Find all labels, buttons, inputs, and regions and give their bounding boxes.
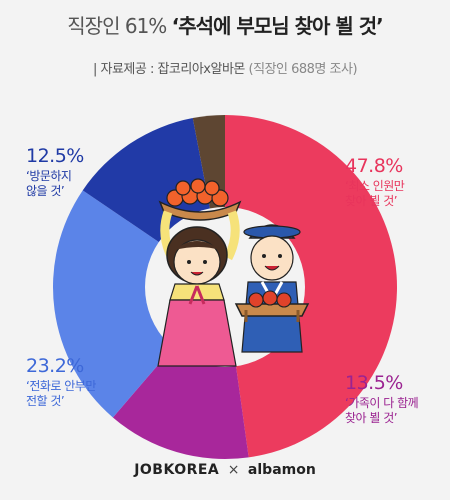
woman-eye (203, 260, 207, 264)
persimmon (262, 290, 278, 306)
slice-percent: 23.2% (26, 355, 84, 377)
title-quote: ‘추석에 부모님 찾아 뵐 것’ (171, 14, 384, 38)
source-line: | 자료제공 : 잡코리아x알바몬 (직장인 688명 조사) (0, 58, 450, 77)
logo-separator: × (227, 462, 240, 478)
woman-bangs (174, 241, 220, 250)
slice-description: ‘최소 인원만 찾아 뵐 것’ (345, 179, 405, 209)
woman-mouth (190, 271, 204, 276)
label-13-5: 13.5% ‘가족이 다 함께 찾아 뵐 것’ (345, 372, 419, 426)
slice-description: ‘가족이 다 함께 찾아 뵐 것’ (345, 396, 419, 426)
jobkorea-logo: JOBKOREA (134, 462, 220, 478)
slice-percent: 47.8% (345, 155, 403, 177)
illustration-couple (157, 178, 310, 367)
woman-ribbon (188, 285, 206, 305)
slice-desc-line: ‘가족이 다 함께 (345, 396, 419, 410)
label-23-2: 23.2% ‘전화로 안부만 전할 것’ (26, 355, 96, 409)
woman-skirt (157, 299, 237, 367)
woman-eye (187, 260, 191, 264)
page-title: 직장인 61% ‘추석에 부모님 찾아 뵐 것’ (0, 10, 450, 39)
slice-desc-line: ‘전화로 안부만 (26, 379, 96, 393)
label-12-5: 12.5% ‘방문하지 않을 것’ (26, 145, 84, 199)
man-face (250, 235, 294, 281)
persimmon (248, 292, 264, 308)
persimmon (276, 292, 292, 308)
slice-percent: 13.5% (345, 372, 403, 394)
slice-desc-line: ‘방문하지 (26, 169, 72, 183)
slice-desc-line: 찾아 뵐 것’ (345, 194, 398, 208)
tray-left (158, 200, 242, 221)
slice-desc-line: ‘최소 인원만 (345, 179, 405, 193)
albamon-logo: albamon (247, 462, 316, 478)
slice-desc-line: 찾아 뵐 것’ (345, 411, 398, 425)
woman-arm-right (223, 210, 240, 261)
footer-logos: JOBKOREA × albamon (0, 462, 450, 478)
title-highlight: 직장인 61% (67, 14, 167, 38)
man-eye (262, 254, 266, 258)
donut-slices (52, 115, 398, 460)
slice-desc-line: 않을 것’ (26, 184, 65, 198)
slice-description: ‘전화로 안부만 전할 것’ (26, 379, 96, 409)
source-prefix: | 자료제공 : 잡코리아x알바몬 (92, 62, 245, 77)
man-mouth (264, 265, 280, 271)
persimmon (204, 180, 220, 196)
slice-desc-line: 전할 것’ (26, 394, 65, 408)
slice-description: ‘방문하지 않을 것’ (26, 169, 84, 199)
persimmon (190, 178, 206, 194)
man-eye (278, 254, 282, 258)
pie-slice-0 (225, 115, 398, 458)
source-note: (직장인 688명 조사) (248, 62, 358, 77)
tray-legs (244, 310, 300, 322)
label-47-8: 47.8% ‘최소 인원만 찾아 뵐 것’ (345, 155, 405, 209)
persimmon (175, 180, 191, 196)
pie-slice-2 (52, 190, 226, 418)
slice-percent: 12.5% (26, 145, 84, 167)
